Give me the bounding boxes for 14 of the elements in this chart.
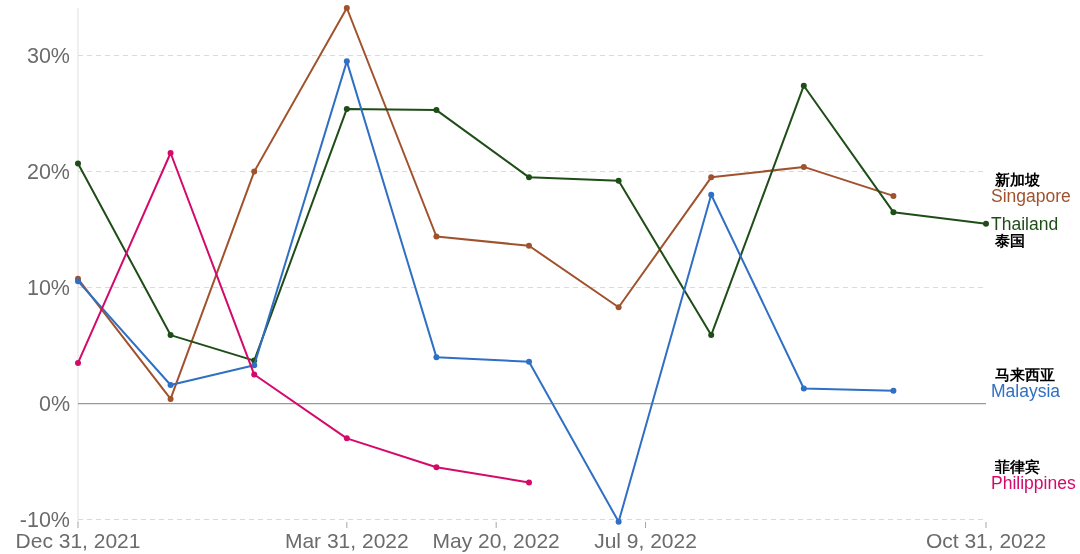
annotation: 泰国	[995, 232, 1025, 249]
x-tick-label: Jul 9, 2022	[594, 529, 697, 552]
x-tick-label: Oct 31, 2022	[925, 529, 1047, 552]
x-tick-label: Mar 31, 2022	[284, 529, 409, 552]
y-tick-label: 30%	[26, 44, 70, 69]
y-tick-label: 0%	[38, 392, 70, 417]
series-label: Singapore	[991, 186, 1071, 207]
y-tick-label: 20%	[26, 160, 70, 185]
annotation: 新加坡	[995, 171, 1040, 189]
annotation: 马来西亚	[995, 366, 1055, 383]
x-tick-label: May 20, 2022	[432, 529, 560, 552]
annotation: 菲律宾	[995, 457, 1040, 475]
y-tick-label: 10%	[26, 276, 70, 301]
series-label: Thailand	[991, 213, 1059, 234]
